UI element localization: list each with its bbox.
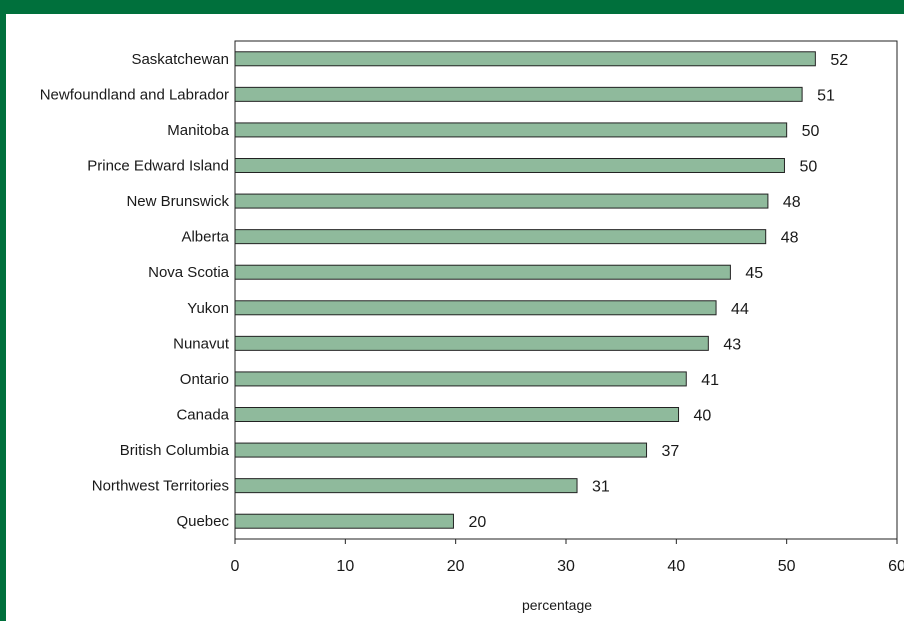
category-label: Saskatchewan: [131, 51, 229, 68]
value-label: 50: [802, 123, 820, 140]
bar: [234, 407, 680, 422]
value-label: 37: [662, 443, 680, 460]
value-label: 51: [817, 87, 835, 104]
value-label: 43: [723, 336, 741, 353]
category-label: Prince Edward Island: [87, 158, 229, 175]
bars-group: Saskatchewan 52 Newfoundland and Labrador 5…: [40, 51, 849, 531]
category-label: Alberta: [181, 229, 229, 246]
plot-area-border: [234, 40, 898, 540]
bar: [234, 335, 709, 351]
value-label: 48: [781, 230, 799, 247]
bar: [234, 300, 717, 316]
bar: [234, 229, 767, 245]
category-label: Nunavut: [173, 335, 230, 352]
value-label: 20: [468, 514, 486, 531]
bar: [234, 371, 687, 387]
category-label: British Columbia: [120, 442, 230, 459]
x-tick-label: 10: [336, 558, 354, 575]
x-tick-label: 0: [231, 558, 240, 575]
bar: [234, 158, 785, 173]
category-label: Northwest Territories: [92, 478, 229, 495]
category-label: Newfoundland and Labrador: [40, 86, 229, 103]
value-label: 44: [731, 301, 749, 318]
x-tick-label: 20: [447, 558, 465, 575]
bar: [234, 193, 769, 209]
value-label: 41: [701, 372, 719, 389]
category-label: Manitoba: [167, 122, 229, 139]
bar: [234, 264, 731, 280]
x-tick-label: 30: [557, 558, 575, 575]
bar: [234, 442, 648, 458]
x-axis-title: percentage: [522, 597, 592, 613]
value-label: 45: [745, 265, 763, 282]
value-label: 31: [592, 479, 610, 496]
category-label: Yukon: [187, 300, 229, 317]
value-label: 48: [783, 194, 801, 211]
x-tick-label: 40: [667, 558, 685, 575]
bar: [234, 513, 454, 529]
bar: [234, 86, 803, 102]
value-label: 52: [830, 52, 848, 69]
x-tick-label: 50: [778, 558, 796, 575]
category-label: Quebec: [176, 513, 229, 530]
category-label: Ontario: [180, 371, 229, 388]
value-label: 50: [799, 159, 817, 176]
category-label: Canada: [176, 407, 229, 424]
bar: [234, 51, 816, 67]
category-label: Nova Scotia: [148, 264, 230, 281]
axes-group: 0 10 20 30 40 50 60: [231, 40, 904, 575]
x-tick-label: 60: [888, 558, 904, 575]
bar: [234, 478, 578, 494]
category-label: New Brunswick: [126, 193, 229, 210]
bar: [234, 122, 788, 138]
value-label: 40: [694, 408, 712, 425]
